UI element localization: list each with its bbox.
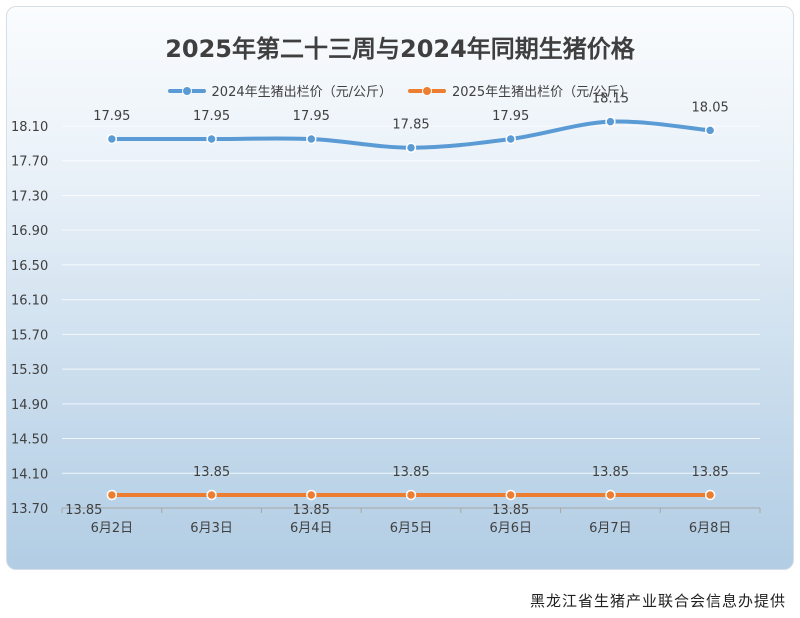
y-tick-label: 18.10 <box>11 120 48 135</box>
chart-title: 2025年第二十三周与2024年同期生猪价格 <box>165 35 635 63</box>
data-point <box>106 133 118 145</box>
legend-label-2024: 2024年生猪出栏价（元/公斤） <box>211 85 392 100</box>
data-label: 13.85 <box>692 465 729 480</box>
data-label: 18.05 <box>692 100 729 115</box>
source-note: 黑龙江省生猪产业联合会信息办提供 <box>529 592 786 610</box>
chart-card: 2025年第二十三周与2024年同期生猪价格 2024年生猪出栏价（元/公斤） … <box>6 6 794 570</box>
x-tick-label: 6月3日 <box>190 521 233 536</box>
data-label: 17.85 <box>392 118 429 133</box>
y-tick-label: 17.30 <box>11 189 48 204</box>
data-point <box>704 489 716 501</box>
data-point <box>306 489 317 501</box>
x-tick-label: 6月6日 <box>489 521 532 536</box>
legend-label-2025: 2025年生猪出栏价（元/公斤） <box>452 85 633 100</box>
y-tick-label: 14.90 <box>11 398 48 413</box>
data-label: 18.15 <box>592 92 629 107</box>
line-chart-plot: 13.70 14.10 14.50 14.90 15.30 15.70 16.10 16.50… <box>11 92 761 536</box>
data-point <box>405 489 417 501</box>
y-tick-label: 16.50 <box>11 259 48 274</box>
data-label: 17.95 <box>492 109 529 124</box>
x-tick-label: 6月2日 <box>91 521 134 536</box>
data-point <box>704 125 716 136</box>
data-label: 13.85 <box>592 465 629 480</box>
data-point <box>106 489 118 501</box>
y-tick-label: 15.70 <box>11 328 48 343</box>
data-point <box>306 133 317 145</box>
y-tick-label: 16.10 <box>11 294 48 309</box>
data-point <box>405 142 417 153</box>
y-tick-label: 14.10 <box>11 467 48 482</box>
data-label: 13.85 <box>492 503 529 518</box>
legend-swatch-2025 <box>408 85 446 96</box>
data-point <box>206 489 217 501</box>
x-tick-label: 6月5日 <box>390 521 433 536</box>
y-tick-label: 17.70 <box>11 155 48 170</box>
data-label: 17.95 <box>93 109 130 124</box>
data-point <box>605 489 616 501</box>
legend-item-2025: 2025年生猪出栏价（元/公斤） <box>408 81 632 100</box>
data-point <box>206 133 217 145</box>
data-label: 17.95 <box>293 109 330 124</box>
legend-item-2024: 2024年生猪出栏价（元/公斤） <box>167 81 392 100</box>
data-point <box>505 133 516 145</box>
x-tick-label: 6月4日 <box>290 521 333 536</box>
data-point <box>505 489 516 501</box>
y-tick-label: 15.30 <box>11 363 48 378</box>
data-label: 13.85 <box>193 465 230 480</box>
y-tick-label: 13.70 <box>11 502 48 517</box>
data-label: 13.85 <box>65 503 102 518</box>
x-tick-label: 6月8日 <box>689 521 732 536</box>
data-label: 13.85 <box>293 503 330 518</box>
x-tick-label: 6月7日 <box>589 521 632 536</box>
legend-swatch-2024 <box>167 85 206 96</box>
data-label: 17.95 <box>193 109 230 124</box>
y-tick-label: 14.50 <box>11 433 48 448</box>
chart-legend: 2024年生猪出栏价（元/公斤） 2025年生猪出栏价（元/公斤） <box>7 81 793 100</box>
data-point <box>605 116 616 127</box>
data-label: 13.85 <box>392 465 429 480</box>
y-tick-label: 16.90 <box>11 224 48 239</box>
